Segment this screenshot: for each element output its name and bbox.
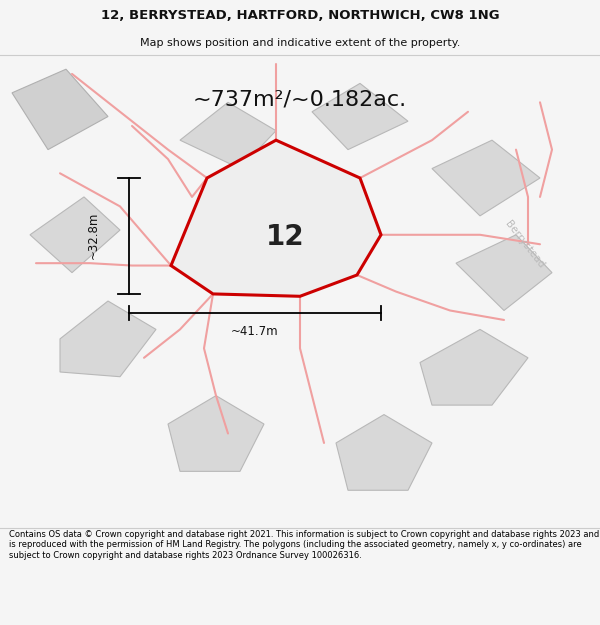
Polygon shape [432,140,540,216]
Polygon shape [30,197,120,272]
Text: ~41.7m: ~41.7m [231,325,279,338]
Polygon shape [420,329,528,405]
Text: 12: 12 [266,223,304,251]
Text: Contains OS data © Crown copyright and database right 2021. This information is : Contains OS data © Crown copyright and d… [9,530,599,560]
Polygon shape [12,69,108,149]
Text: ~737m²/~0.182ac.: ~737m²/~0.182ac. [193,90,407,110]
Polygon shape [60,301,156,377]
Text: Map shows position and indicative extent of the property.: Map shows position and indicative extent… [140,38,460,48]
Polygon shape [456,235,552,311]
Polygon shape [168,396,264,471]
Polygon shape [312,83,408,149]
Text: 12, BERRYSTEAD, HARTFORD, NORTHWICH, CW8 1NG: 12, BERRYSTEAD, HARTFORD, NORTHWICH, CW8… [101,9,499,22]
Polygon shape [171,140,381,296]
Polygon shape [180,102,276,169]
Text: ~32.8m: ~32.8m [86,212,100,259]
Text: Berrystead: Berrystead [503,219,547,270]
Polygon shape [336,414,432,490]
